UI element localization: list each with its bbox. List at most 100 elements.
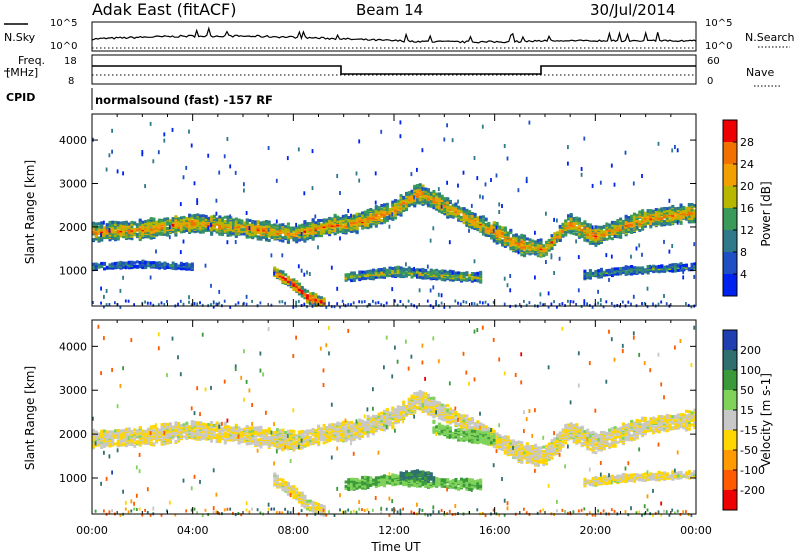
heatmap-cell xyxy=(487,303,490,307)
heatmap-cell xyxy=(654,210,658,214)
heatmap-cell xyxy=(394,216,398,220)
heatmap-cell xyxy=(232,511,234,515)
heatmap-cell xyxy=(547,244,551,248)
heatmap-cell xyxy=(174,228,178,232)
heatmap-cell xyxy=(308,231,312,235)
heatmap-cell xyxy=(599,229,603,232)
heatmap-cell xyxy=(262,434,266,438)
heatmap-cell xyxy=(275,484,279,488)
heatmap-cell xyxy=(273,482,277,486)
heatmap-cell xyxy=(273,422,275,427)
heatmap-cell xyxy=(597,301,599,305)
heatmap-cell xyxy=(248,436,252,440)
heatmap-cell xyxy=(410,195,414,199)
heatmap-cell xyxy=(369,269,373,273)
heatmap-cell xyxy=(297,491,301,495)
heatmap-cell xyxy=(448,269,452,273)
heatmap-cell xyxy=(311,294,315,298)
heatmap-cell xyxy=(314,214,317,219)
heatmap-cell xyxy=(265,220,269,223)
heatmap-cell xyxy=(289,278,293,282)
heatmap-cell xyxy=(426,194,430,198)
heatmap-cell xyxy=(295,437,299,441)
heatmap-cell xyxy=(100,446,104,450)
heatmap-cell xyxy=(649,209,653,213)
heatmap-cell xyxy=(229,429,233,433)
heatmap-cell xyxy=(174,267,178,271)
heatmap-cell xyxy=(693,219,697,223)
heatmap-cell xyxy=(643,301,646,305)
heatmap-cell xyxy=(399,120,402,125)
heatmap-cell xyxy=(339,305,341,309)
heatmap-cell xyxy=(663,219,667,223)
heatmap-cell xyxy=(284,483,288,487)
heatmap-cell xyxy=(105,303,108,307)
heatmap-cell xyxy=(641,266,645,270)
heatmap-cell xyxy=(682,270,685,275)
heatmap-cell xyxy=(567,214,571,218)
heatmap-cell xyxy=(127,510,130,514)
heatmap-cell xyxy=(572,232,576,236)
heatmap-cell xyxy=(111,149,113,154)
heatmap-cell xyxy=(190,262,194,266)
heatmap-cell xyxy=(185,262,189,266)
heatmap-cell xyxy=(564,230,568,234)
heatmap-cell xyxy=(446,201,450,205)
heatmap-cell xyxy=(281,270,285,274)
heatmap-cell xyxy=(267,436,271,439)
heatmap-cell xyxy=(383,220,387,224)
heatmap-cell xyxy=(657,141,660,146)
heatmap-cell xyxy=(281,239,285,243)
heatmap-cell xyxy=(100,301,102,305)
heatmap-cell xyxy=(586,238,590,242)
heatmap-cell xyxy=(325,218,329,222)
heatmap-cell xyxy=(166,265,170,268)
heatmap-cell xyxy=(369,208,373,211)
heatmap-cell xyxy=(130,260,134,264)
heatmap-cell xyxy=(621,271,625,274)
heatmap-cell xyxy=(215,492,218,497)
heatmap-cell xyxy=(663,206,667,210)
heatmap-cell xyxy=(553,232,557,236)
heatmap-cell xyxy=(311,226,315,230)
heatmap-cell xyxy=(682,212,686,216)
heatmap-cell xyxy=(103,305,105,309)
heatmap-cell xyxy=(149,431,152,436)
heatmap-cell xyxy=(155,220,159,224)
heatmap-cell xyxy=(152,261,156,265)
heatmap-cell xyxy=(668,211,672,215)
heatmap-cell xyxy=(94,231,98,235)
heatmap-cell xyxy=(94,265,98,269)
heatmap-cell xyxy=(325,229,329,233)
nsky-trace xyxy=(91,26,697,49)
heatmap-cell xyxy=(295,228,299,232)
heatmap-cell xyxy=(643,268,647,272)
heatmap-cell xyxy=(144,508,146,512)
heatmap-cell xyxy=(278,429,282,433)
heatmap-cell xyxy=(237,218,241,222)
heatmap-cell xyxy=(641,271,645,275)
heatmap-cell xyxy=(212,305,215,309)
heatmap-cell xyxy=(292,226,296,230)
heatmap-cell xyxy=(358,217,362,221)
heatmap-cell xyxy=(133,264,137,268)
heatmap-cell xyxy=(350,230,354,233)
heatmap-cell xyxy=(399,134,402,139)
heatmap-cell xyxy=(303,227,307,231)
heatmap-cell xyxy=(163,429,167,433)
heatmap-cell xyxy=(663,213,667,217)
heatmap-cell xyxy=(108,444,112,448)
heatmap-cell xyxy=(597,269,601,273)
heatmap-cell xyxy=(330,217,334,221)
heatmap-cell xyxy=(539,301,542,305)
heatmap-cell xyxy=(550,234,554,238)
heatmap-cell xyxy=(498,210,501,214)
heatmap-cell xyxy=(135,440,139,444)
heatmap-cell xyxy=(501,234,505,238)
heatmap-cell xyxy=(503,302,506,306)
heatmap-cell xyxy=(627,219,631,223)
heatmap-cell xyxy=(124,437,128,441)
heatmap-cell xyxy=(114,261,118,265)
heatmap-cell xyxy=(646,216,650,220)
heatmap-cell xyxy=(286,433,289,438)
